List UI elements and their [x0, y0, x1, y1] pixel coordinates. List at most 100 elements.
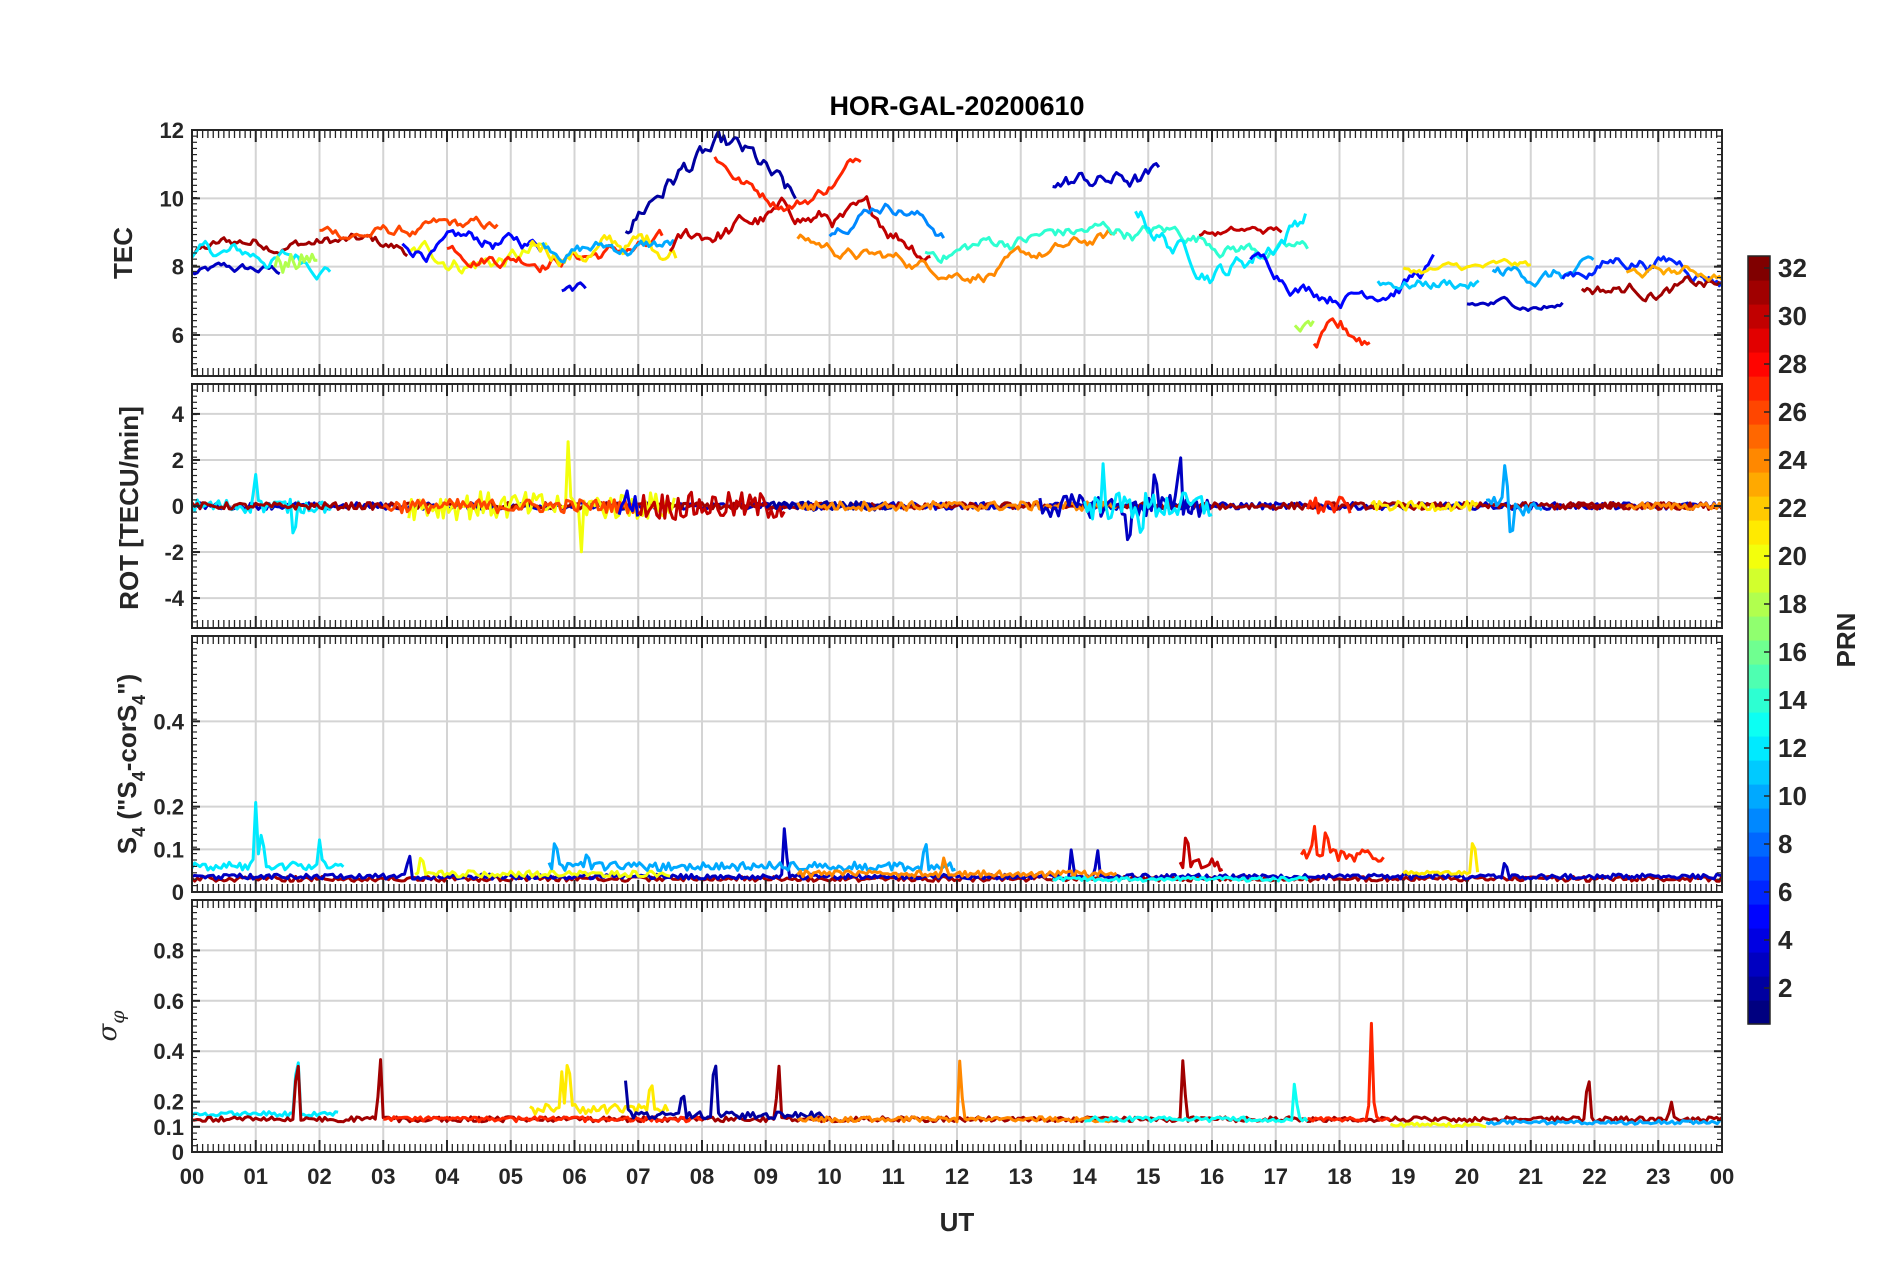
chart-title: HOR-GAL-20200610: [829, 91, 1084, 121]
series-line-prn-30: [668, 195, 931, 262]
x-tick-label: 02: [307, 1164, 331, 1189]
x-tick-label: 10: [817, 1164, 841, 1189]
sigma-phi-label-sigma: σ: [93, 1023, 123, 1042]
y-tick-label: 2: [172, 448, 184, 473]
colorbar-bin: [1748, 424, 1770, 449]
y-tick-label: -4: [164, 586, 184, 611]
colorbar-bin: [1748, 280, 1770, 305]
colorbar-bin: [1748, 448, 1770, 473]
series-line-prn-27: [446, 228, 664, 274]
series-line-prn-4: [561, 281, 587, 293]
series-line-prn-20: [414, 856, 671, 879]
x-tick-label: 17: [1264, 1164, 1288, 1189]
s4-label-part-6: 4: [129, 695, 149, 705]
series-line-prn-5: [401, 229, 542, 263]
sigma-phi-label-phi: φ: [107, 1010, 129, 1024]
series-line-prn-23: [1625, 264, 1722, 282]
series-line-prn-12: [1134, 210, 1307, 285]
series-line-prn-24: [796, 228, 1118, 284]
series-line-prn-20: [1389, 1121, 1487, 1129]
s4-label-part-3: ("S: [112, 781, 142, 827]
s4-grid: [192, 636, 1722, 892]
sigma-phi-grid: [192, 900, 1722, 1152]
s4-label-part-4: 4: [129, 771, 149, 781]
colorbar-bin: [1748, 808, 1770, 833]
x-tick-label: 03: [371, 1164, 395, 1189]
x-tick-label: 04: [435, 1164, 460, 1189]
series-line-prn-18: [1293, 319, 1315, 333]
y-tick-label: 0: [172, 880, 184, 905]
s4-label-part-7: "): [112, 674, 142, 695]
tec-ticks: 6 8 10 12: [160, 118, 1723, 377]
x-tick-label: 22: [1582, 1164, 1606, 1189]
series-line-prn-31: [192, 232, 409, 258]
series-line-prn-13: [1052, 875, 1309, 883]
series-line-prn-2: [624, 1064, 829, 1121]
colorbar-bin: [1748, 736, 1770, 761]
series-line-prn-10: [547, 842, 956, 873]
series-line-prn-27: [1306, 495, 1352, 515]
y-tick-label: 8: [172, 255, 184, 280]
colorbar-label: PRN: [1831, 613, 1861, 668]
colorbar-bin: [1748, 688, 1770, 713]
series-line-prn-13: [1084, 1082, 1309, 1124]
y-tick-label: 12: [160, 118, 184, 143]
series-line-prn-24: [1625, 501, 1722, 511]
colorbar-tick-label: 2: [1778, 973, 1792, 1003]
y-tick-label: 10: [160, 186, 184, 211]
x-tick-label: 21: [1519, 1164, 1543, 1189]
y-tick-label: 0.4: [153, 1039, 184, 1064]
panel-s4: 00.10.20.4 S4 ("S4-corS4"): [112, 635, 1723, 905]
x-tick-labels: 00 01 02 03 04 05 06 07 08 09 10 11 12 13 14 15 16 17 18 19…: [180, 1164, 1734, 1189]
series-line-prn-4: [617, 489, 640, 517]
series-line-prn-12: [192, 239, 332, 281]
rot-y-axis-label: ROT [TECU/min]: [114, 406, 144, 610]
colorbar-tick-label: 30: [1778, 301, 1807, 331]
s4-label-part-1: S: [112, 837, 142, 854]
colorbar-bin: [1748, 568, 1770, 593]
colorbar-tick-label: 4: [1778, 925, 1793, 955]
y-tick-label: 0: [172, 1140, 184, 1165]
series-line-prn-27: [713, 156, 862, 213]
colorbar-bin: [1748, 952, 1770, 977]
x-tick-label: 12: [945, 1164, 969, 1189]
panel-rot: -4 -2 0 2 4 ROT [TECU/min]: [114, 383, 1723, 629]
s4-label-part-2: 4: [129, 827, 149, 837]
colorbar-bin: [1748, 1000, 1770, 1025]
y-tick-label: 0.2: [153, 1090, 184, 1115]
series-line-prn-26: [383, 497, 640, 515]
colorbar-gradient: [1748, 256, 1770, 1025]
series-line-prn-24: [796, 499, 1117, 513]
colorbar-bin: [1748, 760, 1770, 785]
colorbar-bin: [1748, 880, 1770, 905]
colorbar-frame: [1747, 255, 1771, 1025]
series-line-prn-24: [796, 1059, 1118, 1124]
s4-y-axis-label: S4 ("S4-corS4"): [112, 674, 149, 854]
series-line-prn-21: [1402, 257, 1532, 275]
x-tick-label: 18: [1327, 1164, 1351, 1189]
colorbar-tick-label: 20: [1778, 541, 1807, 571]
x-tick-label: 14: [1072, 1164, 1097, 1189]
colorbar-tick-label: 16: [1778, 637, 1807, 667]
colorbar-bin: [1748, 496, 1770, 521]
series-line-prn-9: [828, 202, 945, 239]
colorbar-tick-label: 14: [1778, 685, 1807, 715]
series-line-prn-20: [407, 240, 548, 275]
sigma-phi-ticks: 00.10.2 0.4 0.6 0.8: [153, 899, 1723, 1165]
y-tick-label: 6: [172, 323, 184, 348]
sigma-phi-series: [192, 1021, 1722, 1129]
x-tick-label: 00: [1710, 1164, 1734, 1189]
series-line-prn-27: [1312, 317, 1371, 349]
x-tick-label: 05: [499, 1164, 523, 1189]
series-line-prn-30: [1198, 225, 1283, 237]
colorbar-bin: [1748, 832, 1770, 857]
series-line-prn-6: [1561, 255, 1722, 288]
y-tick-label: 0.1: [153, 837, 184, 862]
colorbar-tick-label: 28: [1778, 349, 1807, 379]
x-tick-label: 19: [1391, 1164, 1415, 1189]
series-line-prn-31: [1580, 275, 1721, 303]
colorbar-bin: [1748, 976, 1770, 1001]
colorbar-tick-label: 10: [1778, 781, 1807, 811]
